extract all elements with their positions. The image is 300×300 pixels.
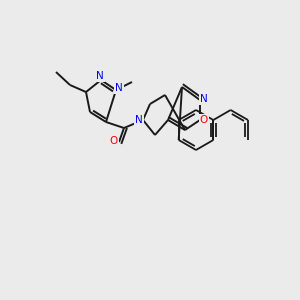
Text: O: O: [110, 136, 118, 146]
Text: N: N: [135, 115, 143, 125]
Text: N: N: [96, 71, 104, 81]
Text: O: O: [200, 115, 208, 125]
Text: N: N: [200, 94, 208, 104]
Text: N: N: [115, 83, 123, 93]
